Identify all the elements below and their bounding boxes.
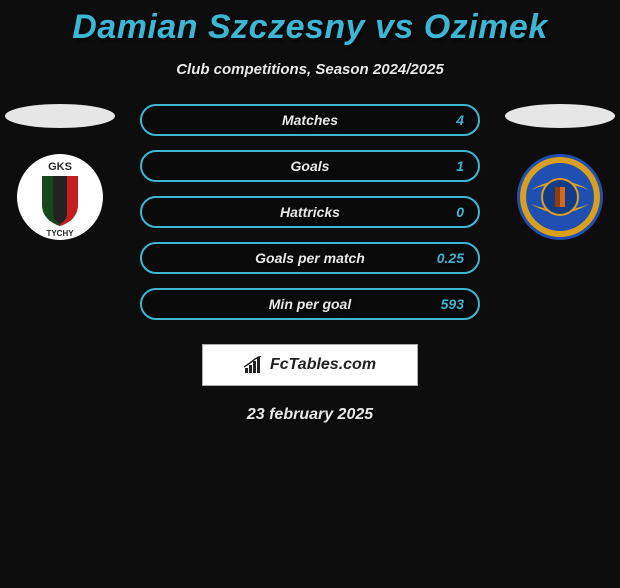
stat-right-value: 1 <box>434 158 464 174</box>
stat-row: Min per goal 593 <box>140 288 480 320</box>
comparison-title: Damian Szczesny vs Ozimek <box>0 8 620 47</box>
brand-label: FcTables.com <box>270 356 376 374</box>
team-left-name-ellipse <box>5 104 115 128</box>
stat-label: Matches <box>282 112 338 128</box>
team-right-name-ellipse <box>505 104 615 128</box>
team-right-badge <box>517 154 603 240</box>
comparison-subtitle: Club competitions, Season 2024/2025 <box>0 61 620 78</box>
stat-right-value: 593 <box>434 296 464 312</box>
stat-row: Hattricks 0 <box>140 196 480 228</box>
stat-label: Min per goal <box>269 296 351 312</box>
team-left-column: GKS TYCHY <box>0 104 120 240</box>
stat-right-value: 0 <box>434 204 464 220</box>
stat-right-value: 4 <box>434 112 464 128</box>
stat-label: Goals per match <box>255 250 365 266</box>
brand-box[interactable]: FcTables.com <box>202 344 418 386</box>
bar-chart-icon <box>244 356 264 374</box>
stat-row: Goals per match 0.25 <box>140 242 480 274</box>
svg-text:GKS: GKS <box>48 161 72 173</box>
stat-rows: Matches 4 Goals 1 Hattricks 0 Goals per match 0… <box>140 104 480 320</box>
comparison-date: 23 february 2025 <box>0 406 620 424</box>
stat-right-value: 0.25 <box>434 250 464 266</box>
stat-label: Hattricks <box>280 204 340 220</box>
content-area: GKS TYCHY Matches 4 Goals 1 Hattricks 0 Goals p… <box>0 104 620 424</box>
stat-label: Goals <box>291 158 330 174</box>
stat-row: Goals 1 <box>140 150 480 182</box>
stat-row: Matches 4 <box>140 104 480 136</box>
team-right-column <box>500 104 620 240</box>
team-left-badge: GKS TYCHY <box>17 154 103 240</box>
svg-text:TYCHY: TYCHY <box>46 229 74 238</box>
